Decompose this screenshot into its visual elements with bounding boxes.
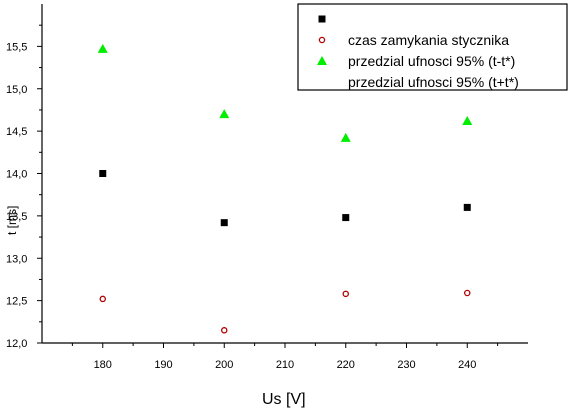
y-tick-label: 15,5 xyxy=(6,41,27,53)
y-tick-label: 13,5 xyxy=(6,211,27,223)
data-point-series-2 xyxy=(97,43,108,53)
legend: czas zamykania stycznika przedzial ufnosc… xyxy=(297,3,568,91)
x-tick-label: 190 xyxy=(154,359,172,371)
legend-label-1: czas zamykania stycznika xyxy=(348,32,509,48)
data-point-series-0 xyxy=(220,219,228,227)
y-tick-label: 14,0 xyxy=(6,169,27,181)
y-tick-label: 12,0 xyxy=(6,338,27,350)
legend-marker-0 xyxy=(318,15,326,23)
legend-label-2: przedzial ufnosci 95% (t-t*) xyxy=(348,53,515,69)
y-tick-label: 14,5 xyxy=(6,126,27,138)
data-point-series-0 xyxy=(342,214,350,222)
y-tick-label: 15,0 xyxy=(6,84,27,96)
data-point-series-1 xyxy=(463,289,471,297)
data-point-series-1 xyxy=(220,327,228,334)
legend-label-3: przedzial ufnosci 95% (t+t*) xyxy=(348,74,519,90)
x-axis-label: Us [V] xyxy=(262,391,306,408)
x-tick-label: 180 xyxy=(94,359,112,371)
data-point-series-2 xyxy=(462,115,473,125)
data-point-series-2 xyxy=(340,132,351,142)
data-points xyxy=(97,43,473,334)
y-tick-label: 12,5 xyxy=(6,296,27,308)
y-ticks: 12,0 12,5 13,0 13,5 14,0 14,5 15,0 15,5 xyxy=(6,24,42,350)
data-point-series-0 xyxy=(99,170,107,177)
y-tick-label: 13,0 xyxy=(6,253,27,265)
legend-marker-2 xyxy=(317,56,327,65)
x-tick-label: 220 xyxy=(337,359,355,371)
data-point-series-2 xyxy=(219,109,230,119)
x-ticks: 180 190 200 210 220 230 240 xyxy=(71,343,499,371)
data-point-series-1 xyxy=(99,295,107,303)
data-point-series-0 xyxy=(463,203,471,211)
x-tick-label: 240 xyxy=(458,359,476,371)
legend-box xyxy=(297,3,568,91)
data-point-series-1 xyxy=(342,290,349,298)
x-tick-label: 200 xyxy=(215,359,233,371)
x-tick-label: 210 xyxy=(276,359,294,371)
y-axis-label: t [ms] xyxy=(5,206,19,235)
legend-marker-1 xyxy=(318,36,326,44)
x-tick-label: 230 xyxy=(397,359,415,371)
